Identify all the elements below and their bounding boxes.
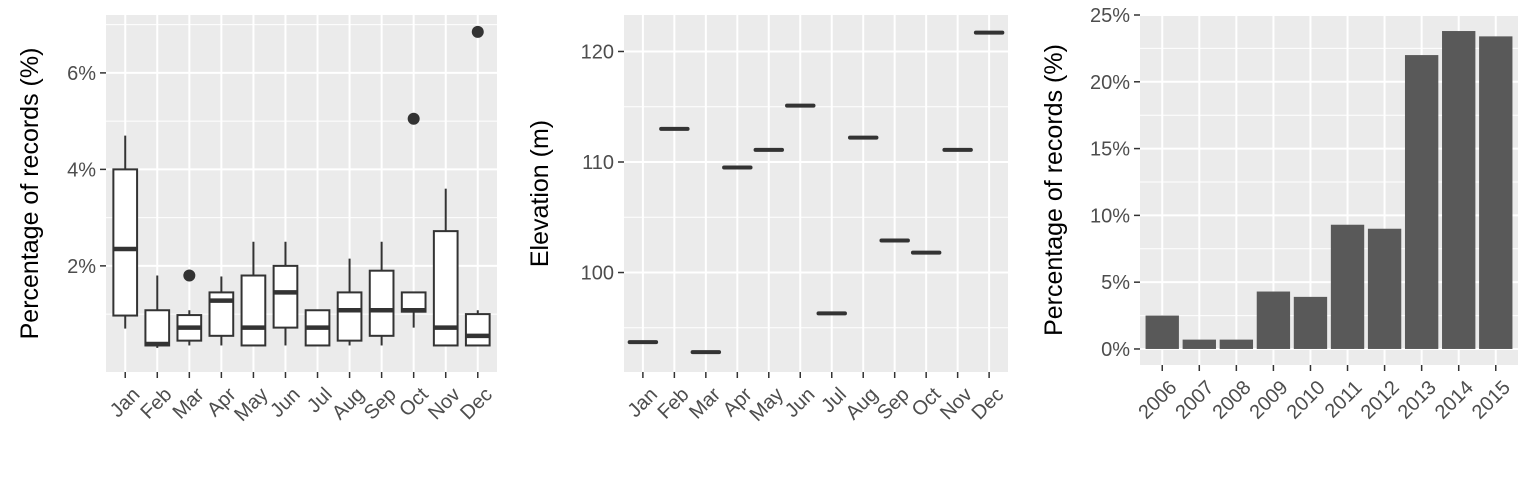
y-tick-label: 25% (1090, 5, 1130, 27)
x-tick-label: Feb (654, 384, 694, 424)
x-tick-label: 2008 (1208, 377, 1255, 424)
x-tick-label: 2013 (1394, 377, 1441, 424)
x-tick-label: Aug (328, 384, 369, 425)
y-axis-title: Elevation (m) (526, 120, 554, 267)
y-tick-label: 2% (67, 256, 96, 278)
box-iqr (336, 291, 363, 342)
x-tick-label: Nov (424, 384, 465, 425)
x-tick-label: Mar (169, 383, 209, 423)
y-tick-label: 4% (67, 159, 96, 181)
x-tick-label: 2009 (1246, 377, 1293, 424)
x-tick-label: 2014 (1431, 377, 1478, 424)
box-iqr (240, 274, 267, 347)
box-iqr (432, 230, 459, 347)
outlier-point (407, 112, 420, 125)
y-tick-label: 0% (1101, 339, 1130, 361)
box-iqr (272, 264, 299, 329)
y-tick-label: 5% (1101, 272, 1130, 294)
y-tick-label: 10% (1090, 205, 1130, 227)
y-tick-label: 110 (582, 152, 614, 174)
x-tick-label: Nov (936, 384, 977, 425)
x-tick-label: Jan (624, 384, 662, 422)
bar (1404, 55, 1439, 349)
x-tick-label: Feb (136, 384, 176, 424)
bar (1182, 339, 1216, 349)
x-tick-label: May (230, 384, 272, 426)
x-tick-label: 2012 (1357, 377, 1404, 424)
bar (1219, 339, 1254, 349)
y-axis-title: Percentage of records (%) (1040, 44, 1068, 336)
y-tick-label: 120 (581, 41, 614, 63)
monthly-elevation-plot: 100110120JanFebMarAprMayJunJulAugSepOctN… (526, 15, 1008, 426)
x-tick-label: Dec (968, 384, 1009, 425)
box-iqr (144, 309, 171, 347)
box-iqr (464, 313, 491, 347)
x-tick-label: Oct (908, 383, 946, 421)
x-tick-label: Sep (360, 384, 401, 425)
x-tick-label: 2015 (1468, 377, 1515, 424)
yearly-records-bar-chart: 0% 5% 10% 15% 20% 25% 200620072008200920102011… (1040, 5, 1518, 424)
monthly-records-boxplot: 2%4%6%JanFebMarAprMayJunJulAugSepOctNovD… (16, 15, 497, 426)
x-tick-label: Jun (266, 384, 304, 422)
y-axis-title: Percentage of records (%) (16, 48, 44, 340)
bar (1479, 36, 1513, 349)
bar (1367, 228, 1402, 349)
x-tick-label: 2011 (1321, 377, 1367, 423)
box-iqr (368, 269, 395, 337)
bar (1293, 296, 1328, 349)
y-tick-label: 6% (67, 63, 96, 85)
box-iqr (112, 168, 139, 317)
bar (1256, 291, 1291, 349)
x-tick-label: Sep (873, 384, 914, 425)
outlier-point (183, 269, 196, 282)
y-tick-label: 100 (581, 263, 614, 285)
x-tick-label: 2007 (1171, 377, 1218, 424)
panel-background (106, 15, 497, 372)
bar (1442, 31, 1476, 349)
x-tick-label: 2006 (1134, 377, 1181, 424)
panel-background (624, 15, 1008, 372)
box-iqr (208, 291, 235, 337)
bar (1145, 315, 1179, 349)
x-tick-label: Jun (781, 384, 819, 422)
x-tick-label: Jan (106, 384, 144, 422)
x-tick-label: Mar (685, 383, 725, 423)
y-tick-label: 15% (1090, 139, 1130, 161)
x-tick-label: Aug (842, 384, 883, 425)
bar (1330, 224, 1365, 349)
y-tick-label: 20% (1090, 72, 1130, 94)
x-tick-label: Dec (456, 384, 497, 425)
outlier-point (471, 25, 484, 38)
x-tick-label: Oct (395, 383, 433, 421)
x-tick-label: 2010 (1283, 377, 1330, 424)
